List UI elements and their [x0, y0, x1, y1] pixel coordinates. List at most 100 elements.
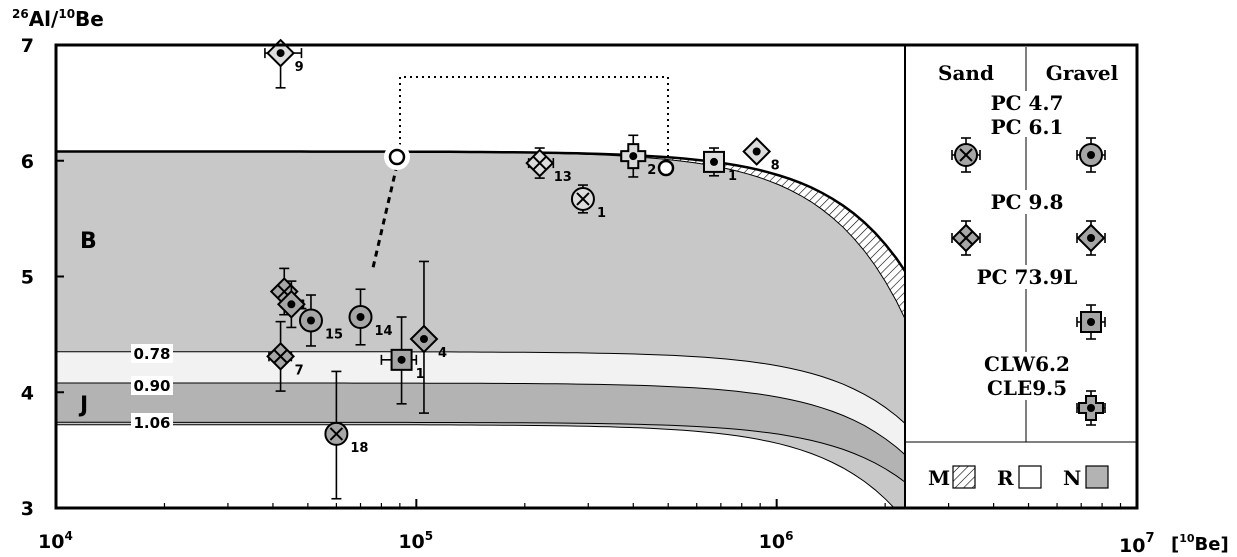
legend-marker-gravel	[1076, 390, 1106, 426]
x-tick-label: 105	[398, 529, 433, 553]
burial-line	[56, 421, 905, 483]
data-point: 7	[266, 320, 304, 392]
legend-label-bg	[996, 190, 1058, 214]
marker-dot	[1087, 234, 1095, 242]
point-label: 15	[325, 327, 343, 342]
legend-label-bg	[972, 265, 1084, 289]
plot-regions	[56, 150, 905, 508]
legend-group-label: CLE9.5	[987, 376, 1067, 400]
x-tick-label: 104	[38, 529, 73, 553]
data-point: 9	[264, 38, 304, 89]
marker-dot	[1087, 318, 1095, 326]
burial-line-labels: 0.78 0.90 1.06	[131, 344, 173, 432]
x-axis-label: [10Be]	[1171, 532, 1229, 555]
y-tick-label: 6	[21, 151, 34, 173]
legend-key-gray	[1085, 465, 1109, 489]
point-label: 1	[597, 206, 606, 221]
legend-col-gravel: Gravel	[1046, 61, 1119, 85]
legend-key-label: N	[1063, 466, 1081, 490]
data-point: 4	[409, 260, 447, 414]
y-tick-label: 5	[21, 267, 34, 289]
point-label: 13	[554, 170, 572, 185]
point-label: 1	[416, 367, 425, 382]
y-tick-label: 3	[21, 498, 34, 520]
burial-label-box	[131, 344, 173, 363]
data-point: 13	[525, 147, 572, 185]
x-axis-ticks: 104 105 106 107	[38, 499, 1155, 557]
legend-marker-gravel	[1076, 220, 1106, 256]
inheritance-path	[370, 76, 675, 273]
legend-key-label: M	[928, 466, 950, 490]
point-label: 8	[771, 158, 780, 173]
legend-group-label: PC 6.1	[991, 115, 1064, 139]
point-label: 7	[295, 363, 304, 378]
data-point: 1	[380, 316, 425, 405]
y-axis-label: 26Al/10Be	[12, 7, 104, 31]
burial-label-box	[131, 376, 173, 395]
open-circle-marker	[657, 159, 675, 177]
steady-erosion-envelope	[56, 151, 905, 508]
y-tick-label: 7	[21, 35, 34, 57]
marker-dot	[1087, 151, 1095, 159]
open-circle-marker	[388, 148, 406, 166]
legend-group-label: PC 9.8	[991, 190, 1064, 214]
data-point: 2	[620, 134, 656, 178]
legend-group-label: PC 4.7	[991, 91, 1064, 115]
burial-line	[56, 351, 905, 425]
legend-key-hatch	[952, 465, 976, 489]
marker-dot	[1087, 404, 1095, 412]
legend-marker-gravel	[1076, 137, 1106, 173]
legend-key-label: R	[997, 466, 1014, 490]
burial-line-label: 0.78	[133, 345, 170, 363]
legend: Sand Gravel PC 4.7 PC 6.1 PC 9.8 PC 73.9…	[905, 47, 1137, 490]
marker-dot	[287, 300, 296, 309]
marker-x	[576, 192, 590, 206]
y-axis-ticks: 3 4 5 6 7	[21, 35, 64, 520]
burial-line-label: 0.90	[133, 377, 170, 395]
marker-x	[329, 427, 344, 441]
region-label-junk: J	[78, 393, 88, 418]
burial-line	[56, 382, 905, 456]
envelope-line	[56, 151, 905, 320]
data-point: 18	[324, 370, 368, 500]
marker-x	[959, 231, 973, 245]
data-point: 14	[348, 288, 393, 346]
marker-x	[959, 148, 973, 162]
y-tick-label: 4	[21, 382, 34, 404]
data-points: 913121813151471418	[264, 38, 780, 500]
x-tick-label: 106	[759, 529, 794, 553]
legend-marker-sand	[951, 220, 981, 256]
envelope-bottom-line	[56, 424, 895, 508]
point-label: 18	[350, 441, 368, 456]
burial-line-label: 1.06	[133, 414, 170, 432]
marker-dot	[397, 355, 406, 364]
marker-dot	[752, 147, 761, 156]
marker-dot	[306, 316, 315, 325]
point-label: 9	[295, 60, 304, 75]
white-band	[56, 351, 905, 455]
x-tick-label: 107	[1119, 531, 1155, 557]
marker-dot	[419, 335, 428, 344]
legend-marker-sand	[951, 137, 981, 173]
data-point: 1	[570, 184, 606, 221]
marker-dot	[356, 313, 365, 322]
marker-x	[533, 156, 547, 170]
marker-dot	[629, 152, 638, 161]
point-label: 4	[438, 346, 447, 361]
region-label-burial: B	[80, 229, 97, 254]
marker-x	[273, 349, 288, 364]
point-label: 14	[375, 324, 393, 339]
point-label: 1	[728, 169, 737, 184]
legend-group-label: CLW6.2	[984, 352, 1070, 376]
legend-col-sand: Sand	[938, 61, 994, 85]
marker-dot	[709, 157, 718, 166]
legend-group-label: PC 73.9L	[977, 265, 1078, 289]
legend-marker-gravel	[1076, 304, 1106, 340]
burial-label-box	[131, 413, 173, 432]
point-label: 2	[647, 163, 656, 178]
data-point: 1	[702, 147, 737, 184]
legend-label-bg	[975, 352, 1079, 400]
legend-key-white	[1018, 465, 1042, 489]
marker-x	[277, 284, 291, 299]
